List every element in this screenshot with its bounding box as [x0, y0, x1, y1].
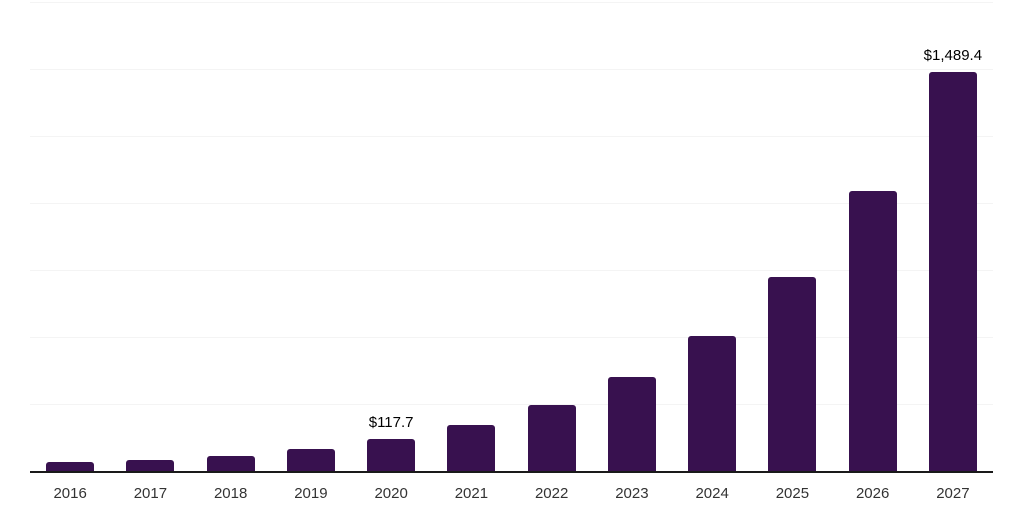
bar	[768, 276, 817, 471]
x-axis-tick-label: 2026	[855, 485, 890, 502]
bar-group	[110, 2, 190, 471]
x-axis-tick-label: 2019	[294, 485, 328, 502]
x-axis-tick-label: 2020	[374, 485, 408, 502]
x-axis-line	[30, 471, 993, 473]
gridline	[30, 337, 993, 338]
x-axis-tick-label: 2027	[936, 485, 970, 502]
x-axis-tick-label: 2021	[454, 485, 489, 502]
bar	[46, 462, 95, 471]
x-axis-tick-label: 2018	[213, 485, 248, 502]
bar-group	[833, 2, 913, 471]
bar-group	[431, 2, 511, 471]
bar	[928, 71, 977, 471]
bar-group	[271, 2, 351, 471]
x-axis-tick-label: 2016	[53, 485, 87, 502]
bar	[206, 456, 255, 471]
bar-value-label: $117.7	[368, 414, 414, 432]
bar-group: $1,489.4	[913, 2, 993, 471]
bar	[848, 190, 897, 471]
x-axis-tick-row: 2016 2017 2018 2019 2020 2021 2022 2023 2024 2025…	[30, 485, 993, 502]
x-axis-tick-label: 2017	[133, 485, 168, 502]
gridline	[30, 2, 993, 3]
bar	[447, 424, 496, 471]
gridline	[30, 404, 993, 405]
bar	[126, 459, 175, 471]
bar	[688, 335, 737, 471]
bar-group	[592, 2, 672, 471]
bar-group	[752, 2, 832, 471]
bar	[607, 376, 656, 471]
bar-group	[191, 2, 271, 471]
x-axis-tick-label: 2025	[775, 485, 810, 502]
bar-group: $117.7	[351, 2, 431, 471]
bar-group	[512, 2, 592, 471]
bar	[367, 439, 416, 471]
bar	[527, 405, 576, 471]
x-axis-tick-label: 2023	[615, 485, 649, 502]
gridline	[30, 203, 993, 204]
bar-group	[30, 2, 110, 471]
x-axis-tick-label: 2022	[534, 485, 569, 502]
bar	[286, 448, 335, 471]
gridline	[30, 270, 993, 271]
bar-value-label: $1,489.4	[923, 46, 983, 64]
x-axis-tick-label: 2024	[695, 485, 729, 502]
bar-group	[672, 2, 752, 471]
gridline	[30, 136, 993, 137]
gridline	[30, 69, 993, 70]
plot-area	[30, 2, 993, 471]
bars-row: $117.7 $1,489.4	[30, 2, 993, 471]
